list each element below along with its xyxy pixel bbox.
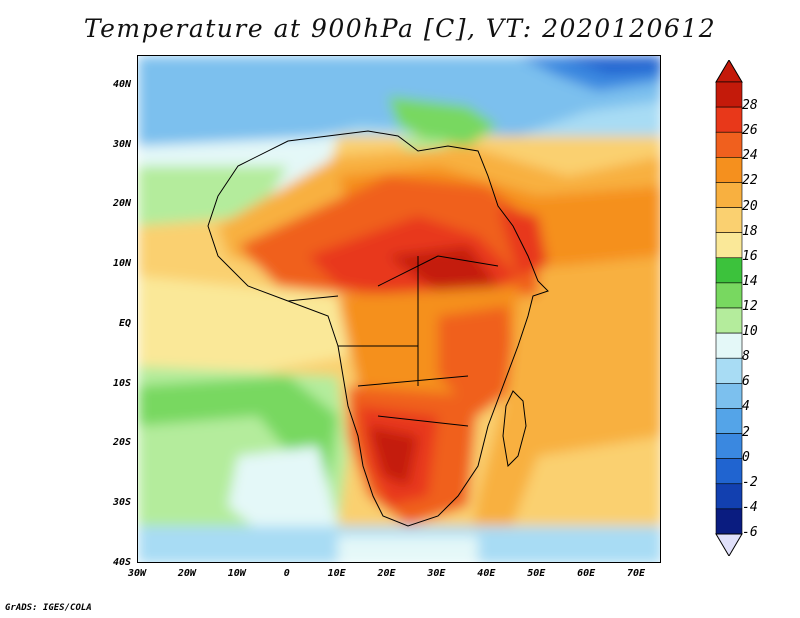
colorbar-level-label: 16 [742, 248, 758, 264]
map-plot-area [137, 55, 661, 563]
lat-tick-label: 40S [112, 557, 131, 568]
colorbar-level-label: 8 [742, 349, 750, 365]
colorbar-segment [715, 257, 743, 284]
colorbar-level-label: 22 [742, 173, 758, 189]
colorbar-segment [715, 332, 743, 359]
colorbar-level-label: 12 [742, 299, 758, 314]
lat-tick-label: EQ [118, 317, 131, 329]
colorbar-segment [715, 282, 743, 309]
colorbar-level-label: 14 [742, 273, 758, 289]
lon-tick-label: 0 [283, 568, 290, 579]
lat-tick-label: 10N [112, 258, 131, 270]
colorbar-level-label: -4 [742, 499, 758, 515]
colorbar-segment [715, 232, 743, 259]
lon-tick-label: 30W [127, 568, 147, 579]
colorbar-segment [715, 458, 743, 485]
lon-tick-label: 50E [527, 568, 546, 579]
coastlines [207, 130, 549, 527]
lon-tick-label: 20W [177, 568, 196, 579]
lat-tick-label: 30N [112, 138, 131, 150]
colorbar-segment [715, 207, 743, 233]
colorbar-segment [715, 357, 743, 384]
colorbar-level-label: 18 [742, 223, 758, 239]
colorbar-segment [715, 483, 743, 510]
colorbar-level-label: -6 [742, 525, 758, 540]
lat-tick-label: 20S [112, 437, 131, 449]
lon-tick-label: 60E [577, 568, 596, 579]
colorbar-level-label: 26 [742, 123, 758, 139]
colorbar-segment [715, 182, 743, 208]
lon-tick-label: 30E [427, 568, 446, 579]
colorbar-segment [715, 106, 743, 133]
lon-tick-label: 10E [327, 568, 346, 579]
colorbar-level-label: 6 [742, 374, 750, 390]
colorbar-segment [715, 131, 743, 158]
lat-tick-label: 40N [112, 78, 131, 90]
colorbar-level-label: 2 [742, 424, 750, 440]
lon-tick-label: 40E [477, 568, 496, 579]
colorbar-segment [715, 433, 743, 459]
colorbar [715, 60, 743, 556]
colorbar-segment [715, 307, 743, 334]
colorbar-level-label: 20 [742, 198, 758, 214]
colorbar-segment [715, 383, 743, 409]
colorbar-segment [715, 81, 743, 108]
colorbar-segment [715, 408, 743, 434]
colorbar-under-triangle [715, 533, 743, 556]
colorbar-segment [715, 508, 743, 535]
map-title: Temperature at 900hPa [C], VT: 202012061… [83, 14, 717, 43]
lat-tick-label: 20N [112, 198, 131, 210]
colorbar-level-label: -2 [742, 474, 758, 490]
colorbar-level-label: 0 [742, 449, 750, 465]
lon-tick-label: 20E [377, 568, 396, 579]
grads-credit: GrADS: IGES/COLA [5, 603, 92, 613]
colorbar-level-label: 24 [742, 148, 758, 164]
lon-tick-label: 70E [627, 568, 646, 579]
colorbar-level-label: 28 [742, 98, 758, 114]
colorbar-level-label: 4 [742, 399, 750, 415]
lat-tick-label: 30S [112, 497, 131, 509]
lat-tick-label: 10S [112, 377, 131, 389]
colorbar-level-label: 10 [742, 324, 758, 340]
colorbar-over-triangle [715, 60, 743, 83]
lon-tick-label: 10W [227, 568, 246, 579]
temperature-map [138, 56, 660, 562]
colorbar-segment [715, 157, 743, 183]
